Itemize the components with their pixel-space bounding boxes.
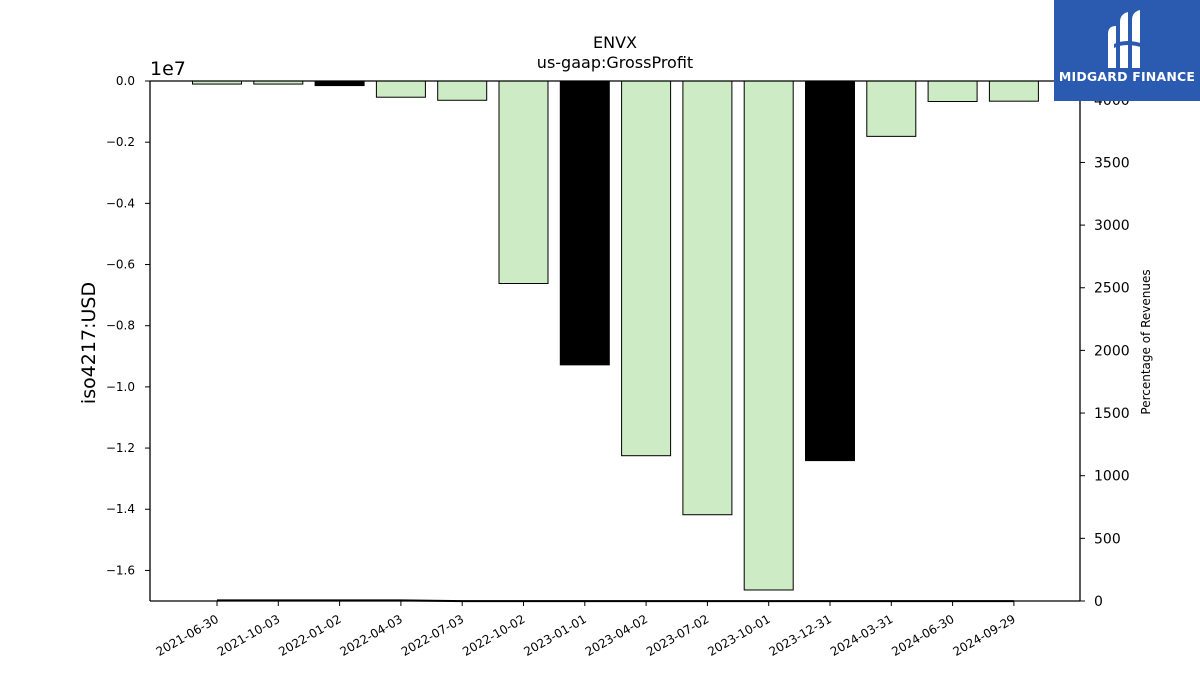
y2-tick-label: 2500	[1094, 281, 1130, 297]
y-tick-label: −0.6	[106, 258, 135, 272]
x-tick-label: 2024-06-30	[889, 612, 956, 659]
bar-2022-10-02	[498, 80, 549, 284]
x-tick-label: 2023-04-02	[583, 612, 650, 659]
y2-tick-label: 1000	[1094, 469, 1130, 485]
bar-2023-04-02	[621, 80, 672, 457]
bar-2023-07-02	[682, 80, 733, 516]
y-axis-label: iso4217:USD	[78, 282, 100, 404]
x-tick-label: 2023-12-31	[767, 612, 834, 659]
y2-ticks-group: 05001000150020002500300035004000	[1080, 93, 1130, 610]
x-tick-label: 2022-07-03	[399, 612, 466, 659]
y-offset-label: 1e7	[150, 58, 186, 80]
y-tick-label: −1.2	[106, 441, 135, 455]
bar-2024-06-30	[927, 80, 978, 102]
bar-2022-01-02	[314, 80, 365, 87]
x-tick-label: 2023-10-01	[705, 612, 772, 659]
bar-2023-12-31	[805, 80, 855, 462]
y-tick-label: −1.4	[106, 502, 135, 516]
x-tick-label: 2021-10-03	[215, 612, 282, 659]
x-tick-label: 2022-01-02	[276, 612, 343, 659]
x-tick-label: 2024-09-29	[951, 612, 1018, 659]
bar-2023-10-01	[743, 80, 794, 591]
bar-2023-01-01	[559, 80, 610, 366]
x-tick-label: 2024-03-31	[828, 612, 895, 659]
y2-axis-label: Percentage of Revenues	[1139, 269, 1153, 414]
y-tick-label: −0.4	[106, 196, 135, 210]
y-tick-label: −0.2	[106, 135, 135, 149]
chart-subtitle: us-gaap:GrossProfit	[537, 53, 693, 72]
y2-tick-label: 3500	[1094, 155, 1130, 171]
x-tick-label: 2022-04-03	[338, 612, 405, 659]
y-tick-label: −1.0	[106, 380, 135, 394]
y2-tick-label: 500	[1094, 531, 1121, 547]
bar-2024-03-31	[866, 80, 917, 137]
bar-2022-07-03	[437, 80, 488, 101]
x-tick-label: 2022-10-02	[460, 612, 527, 659]
bar-2024-09-29	[988, 80, 1039, 102]
y-tick-label: 0.0	[116, 74, 135, 88]
axes-group	[149, 80, 1081, 602]
y2-tick-label: 3000	[1094, 218, 1130, 234]
y2-tick-label: 0	[1094, 594, 1103, 610]
y-tick-label: −1.6	[106, 563, 135, 577]
y2-tick-label: 2000	[1094, 343, 1130, 359]
bar-2022-04-03	[375, 80, 426, 98]
x-tick-label: 2023-07-02	[644, 612, 711, 659]
midgard-logo-icon	[1108, 10, 1144, 68]
midgard-finance-logo: MIDGARD FINANCE	[1054, 0, 1200, 101]
chart-title: ENVX	[593, 33, 637, 52]
x-tick-label: 2023-01-01	[521, 612, 588, 659]
x-tick-label: 2021-06-30	[154, 612, 221, 659]
y-ticks-group: 0.0 −0.2 −0.4 −0.6 −0.8 −1.0 −1.2 −1.4 −1.6	[106, 74, 150, 577]
y2-tick-label: 1500	[1094, 406, 1130, 422]
logo-text: MIDGARD FINANCE	[1058, 69, 1196, 84]
y-tick-label: −0.8	[106, 319, 135, 333]
bars-group	[192, 80, 1039, 591]
x-ticks-group: 2021-06-302021-10-032022-01-022022-04-03…	[154, 601, 1018, 659]
